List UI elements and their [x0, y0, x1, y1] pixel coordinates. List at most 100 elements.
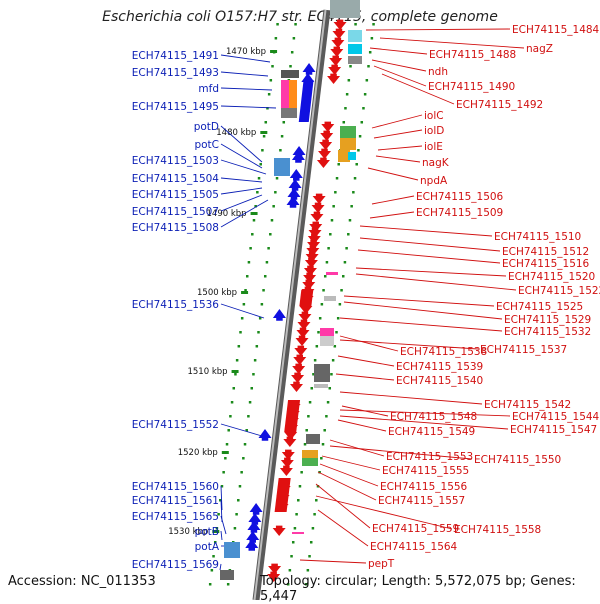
reverse-gene-arrow[interactable]	[310, 211, 324, 222]
right-gene-label[interactable]: ECH74115_1553	[386, 451, 473, 463]
right-gene-label[interactable]: ECH74115_1544	[512, 411, 600, 423]
right-gene-label[interactable]: ECH74115_1512	[502, 246, 589, 258]
reverse-gene-arrow[interactable]	[289, 381, 303, 392]
right-gene-label[interactable]: ECH74115_1525	[496, 301, 583, 313]
reverse-gene-arrow[interactable]	[291, 372, 305, 383]
reverse-gene-arrow[interactable]	[311, 202, 325, 213]
reverse-gene-arrow[interactable]	[293, 354, 307, 365]
annotation-box[interactable]	[326, 272, 338, 275]
annotation-box[interactable]	[292, 532, 304, 534]
left-gene-label[interactable]: ECH74115_1495	[132, 101, 219, 113]
left-gene-label[interactable]: ECH74115_1505	[132, 189, 219, 201]
right-gene-label[interactable]: ECH74115_1539	[396, 361, 483, 373]
reverse-gene-arrow[interactable]	[307, 233, 321, 244]
left-gene-label[interactable]: potC	[194, 139, 219, 151]
left-gene-label[interactable]: ECH74115_1504	[132, 173, 220, 185]
reverse-gene-arrow[interactable]	[316, 157, 330, 168]
forward-gene-arrow[interactable]	[288, 179, 302, 191]
right-gene-label[interactable]: ECH74115_1537	[480, 344, 567, 356]
right-gene-label[interactable]: ECH74115_1558	[454, 524, 541, 536]
left-gene-label[interactable]: ECH74115_1552	[132, 419, 219, 431]
reverse-gene-arrow[interactable]	[333, 19, 347, 30]
forward-gene-arrow[interactable]	[302, 63, 316, 75]
annotation-box[interactable]	[281, 108, 297, 118]
reverse-gene-arrow[interactable]	[296, 327, 310, 338]
forward-gene-arrow[interactable]	[286, 196, 300, 208]
reverse-gene-arrow[interactable]	[318, 148, 332, 159]
left-gene-label[interactable]: ECH74115_1536	[132, 299, 220, 311]
annotation-box[interactable]	[274, 158, 290, 176]
annotation-box[interactable]	[340, 138, 356, 150]
left-gene-label[interactable]: ECH74115_1493	[132, 67, 219, 79]
reverse-gene-arrow[interactable]	[330, 46, 344, 57]
reverse-gene-arrow[interactable]	[294, 345, 308, 356]
annotation-box[interactable]	[320, 336, 334, 346]
annotation-box[interactable]	[348, 44, 362, 54]
reverse-gene-arrow[interactable]	[327, 73, 341, 84]
right-gene-label[interactable]: ECH74115_1532	[504, 326, 591, 338]
reverse-gene-arrow[interactable]	[292, 363, 306, 374]
forward-gene-block[interactable]	[298, 80, 314, 122]
reverse-gene-arrow[interactable]	[329, 55, 343, 66]
annotation-box[interactable]	[302, 458, 318, 466]
reverse-gene-arrow[interactable]	[306, 245, 320, 256]
annotation-box[interactable]	[338, 150, 350, 162]
left-gene-label[interactable]: ECH74115_1560	[132, 481, 219, 493]
right-gene-label[interactable]: ECH74115_1509	[416, 207, 503, 219]
annotation-box[interactable]	[220, 570, 234, 580]
left-gene-label[interactable]: ECH74115_1561	[132, 495, 219, 507]
right-gene-label[interactable]: ECH74115_1522	[518, 285, 600, 297]
right-gene-label[interactable]: ECH74115_1549	[388, 426, 475, 438]
annotation-box[interactable]	[348, 152, 356, 160]
reverse-gene-arrow[interactable]	[303, 272, 317, 283]
left-gene-label[interactable]: potD	[194, 121, 219, 133]
reverse-gene-arrow[interactable]	[331, 37, 345, 48]
right-gene-label[interactable]: ECH74115_1506	[416, 191, 504, 203]
reverse-gene-arrow[interactable]	[304, 257, 318, 268]
right-gene-label[interactable]: ECH74115_1529	[504, 314, 591, 326]
right-gene-label[interactable]: pepT	[368, 558, 395, 570]
annotation-box[interactable]	[348, 56, 362, 64]
reverse-gene-arrow[interactable]	[319, 139, 333, 150]
right-gene-label[interactable]: ECH74115_1490	[428, 81, 515, 93]
annotation-box[interactable]	[314, 364, 330, 382]
right-gene-label[interactable]: iolD	[424, 125, 444, 137]
reverse-gene-arrow[interactable]	[268, 563, 282, 574]
annotation-box[interactable]	[330, 0, 360, 18]
reverse-gene-arrow[interactable]	[283, 436, 297, 447]
annotation-box[interactable]	[224, 542, 240, 558]
annotation-box[interactable]	[306, 434, 320, 444]
annotation-box[interactable]	[281, 70, 299, 78]
reverse-gene-block[interactable]	[299, 290, 314, 306]
right-gene-label[interactable]: ECH74115_1540	[396, 375, 483, 387]
right-gene-label[interactable]: ECH74115_1547	[510, 424, 597, 436]
left-gene-label[interactable]: potA	[195, 541, 220, 553]
right-gene-label[interactable]: ECH74115_1542	[484, 399, 571, 411]
forward-gene-arrow[interactable]	[249, 503, 263, 515]
right-gene-label[interactable]: iolE	[424, 141, 443, 153]
right-gene-label[interactable]: ECH74115_1510	[494, 231, 581, 243]
right-gene-label[interactable]: ECH74115_1516	[502, 258, 590, 270]
reverse-gene-arrow[interactable]	[328, 64, 342, 75]
right-gene-label[interactable]: ECH74115_1488	[429, 49, 516, 61]
reverse-gene-arrow[interactable]	[299, 303, 313, 314]
right-gene-label[interactable]: ECH74115_1555	[382, 465, 469, 477]
reverse-gene-arrow[interactable]	[312, 193, 326, 204]
right-gene-label[interactable]: ECH74115_1550	[474, 454, 561, 466]
reverse-gene-arrow[interactable]	[279, 465, 293, 476]
left-gene-label[interactable]: ECH74115_1491	[132, 50, 219, 62]
left-gene-label[interactable]: ECH74115_1503	[132, 155, 219, 167]
forward-gene-arrow[interactable]	[291, 151, 305, 163]
reverse-gene-arrow[interactable]	[297, 319, 311, 330]
annotation-box[interactable]	[324, 296, 336, 301]
reverse-gene-block[interactable]	[284, 400, 301, 432]
reverse-gene-arrow[interactable]	[309, 221, 323, 232]
right-gene-label[interactable]: ECH74115_1492	[456, 99, 543, 111]
reverse-gene-arrow[interactable]	[267, 571, 281, 582]
left-gene-label[interactable]: ECH74115_1508	[132, 222, 219, 234]
right-gene-label[interactable]: ECH74115_1538	[400, 346, 487, 358]
left-gene-label[interactable]: ECH74115_1507	[132, 206, 219, 218]
right-gene-label[interactable]: ECH74115_1484	[512, 24, 600, 36]
right-gene-label[interactable]: npdA	[420, 175, 448, 187]
reverse-gene-arrow[interactable]	[302, 279, 316, 290]
